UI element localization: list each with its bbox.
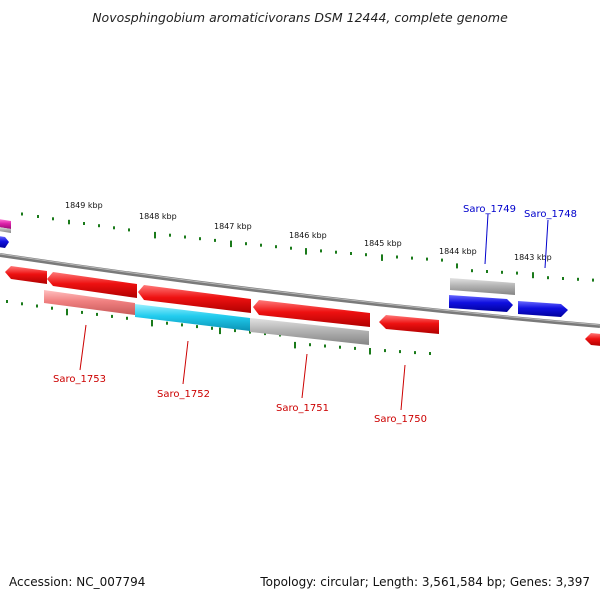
gene-magenta-edge[interactable] xyxy=(0,219,11,229)
genome-backbone-highlight xyxy=(0,253,600,326)
genome-backbone xyxy=(0,253,600,328)
label-saro-1748[interactable]: Saro_1748 xyxy=(524,209,577,220)
scale-label-1845: 1845 kbp xyxy=(364,239,402,248)
gene-red-edge-left[interactable] xyxy=(5,266,47,284)
leader-saro-1749 xyxy=(484,213,489,265)
gene-saro-1748-arrow[interactable] xyxy=(518,301,568,317)
leader-saro-1753 xyxy=(79,324,87,371)
gene-blue-forward-1[interactable] xyxy=(449,295,513,312)
leader-saro-1752 xyxy=(182,340,189,385)
scale-label-1849: 1849 kbp xyxy=(65,201,103,210)
reverse-label-leaders xyxy=(79,324,406,411)
outer-tick-track xyxy=(21,212,594,282)
gene-saro-1753-arrow[interactable] xyxy=(44,290,135,315)
gene-red-2[interactable] xyxy=(138,285,251,313)
gene-saro-1749-arrow[interactable] xyxy=(450,278,515,295)
label-saro-1750[interactable]: Saro_1750 xyxy=(374,414,427,425)
genome-title: Novosphingobium aromaticivorans DSM 1244… xyxy=(92,10,508,25)
label-saro-1753[interactable]: Saro_1753 xyxy=(53,374,106,385)
scale-label-1848: 1848 kbp xyxy=(139,212,177,221)
accession-info: Accession: NC_007794 xyxy=(9,575,145,589)
label-saro-1751[interactable]: Saro_1751 xyxy=(276,403,329,414)
genes-label: Genes: xyxy=(509,575,552,589)
forward-label-leaders xyxy=(484,213,549,269)
gene-red-edge-right[interactable] xyxy=(585,333,600,346)
genome-summary: Topology: circular; Length: 3,561,584 bp… xyxy=(260,575,590,589)
gene-saro-1751-arrow[interactable] xyxy=(250,318,369,345)
scale-label-1846: 1846 kbp xyxy=(289,231,327,240)
leader-saro-1751 xyxy=(301,353,308,399)
length-label: Length: xyxy=(372,575,419,589)
leader-saro-1750 xyxy=(400,364,406,411)
gene-red-1[interactable] xyxy=(47,272,137,298)
leader-saro-1748 xyxy=(544,219,549,269)
gene-red-3[interactable] xyxy=(253,300,370,327)
accession-label: Accession: xyxy=(9,575,73,589)
topology-label: Topology: xyxy=(260,575,317,589)
gene-grey-edge[interactable] xyxy=(0,227,11,233)
gene-saro-1752-arrow[interactable] xyxy=(135,304,250,331)
forward-strand-genes xyxy=(0,219,568,317)
scale-label-1843: 1843 kbp xyxy=(514,253,552,262)
label-saro-1752[interactable]: Saro_1752 xyxy=(157,389,210,400)
gene-saro-1750-arrow[interactable] xyxy=(379,315,439,334)
reverse-strand-genes xyxy=(5,266,600,346)
scale-label-1847: 1847 kbp xyxy=(214,222,252,231)
genes-value: 3,397 xyxy=(555,575,590,589)
length-value: 3,561,584 bp xyxy=(421,575,502,589)
scale-label-1844: 1844 kbp xyxy=(439,247,477,256)
topology-value: circular xyxy=(320,575,365,589)
accession-value: NC_007794 xyxy=(76,575,146,589)
gene-blue-edge[interactable] xyxy=(0,236,9,248)
label-saro-1749[interactable]: Saro_1749 xyxy=(463,204,516,215)
